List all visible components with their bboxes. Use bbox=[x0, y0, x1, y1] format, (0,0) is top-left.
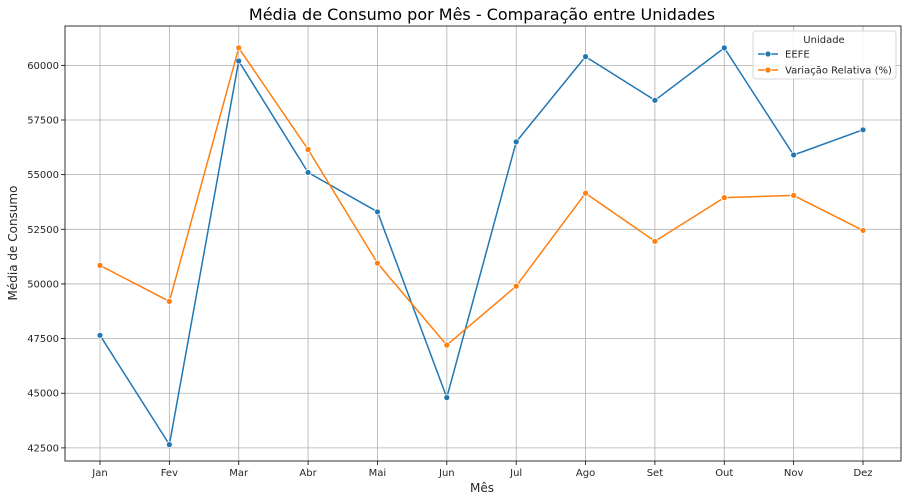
legend-box bbox=[752, 30, 897, 80]
data-point bbox=[165, 441, 173, 449]
series bbox=[96, 44, 867, 449]
legend-title: Unidade bbox=[803, 35, 844, 46]
y-tick-label: 60000 bbox=[27, 61, 59, 72]
data-point bbox=[443, 394, 451, 402]
series-1 bbox=[96, 44, 867, 449]
data-point bbox=[374, 208, 381, 216]
legend-entry: EEFE bbox=[758, 50, 810, 61]
x-axis-title: Mês bbox=[470, 481, 494, 495]
data-point bbox=[96, 261, 104, 269]
legend: Unidade EEFE Variação Relativa (%) bbox=[752, 30, 897, 80]
x-tick-label: Out bbox=[715, 468, 733, 479]
data-point bbox=[720, 194, 728, 201]
legend-label: Variação Relativa (%) bbox=[785, 66, 892, 77]
x-tick-label: Ago bbox=[576, 468, 595, 479]
x-tick-label: Mai bbox=[369, 468, 387, 479]
legend-label: EEFE bbox=[785, 50, 810, 61]
x-tick-label: Mar bbox=[229, 468, 249, 479]
data-point bbox=[790, 192, 798, 199]
data-point bbox=[582, 189, 589, 197]
data-point bbox=[304, 146, 312, 153]
data-point bbox=[859, 226, 867, 234]
y-tick-label: 42500 bbox=[27, 443, 59, 454]
data-point bbox=[374, 259, 381, 267]
data-point bbox=[651, 237, 659, 245]
series-line bbox=[99, 47, 864, 346]
y-axis: 42500 45000 47500 50000 52500 55000 57500 60000 bbox=[27, 61, 65, 454]
series-2 bbox=[96, 44, 867, 349]
data-point bbox=[235, 44, 243, 52]
x-tick-label: Set bbox=[647, 468, 664, 479]
data-point bbox=[512, 282, 520, 290]
x-tick-label: Nov bbox=[784, 468, 804, 479]
x-tick-label: Abr bbox=[299, 468, 317, 479]
data-point bbox=[96, 331, 104, 339]
x-axis: Jan Fev Mar Abr Mai Jun Jul Ago Set Out Nov Dez bbox=[91, 461, 873, 479]
data-point bbox=[165, 298, 173, 305]
x-tick-label: Dez bbox=[853, 468, 872, 479]
data-point bbox=[443, 341, 451, 349]
data-point bbox=[859, 126, 867, 134]
y-axis-title: Média de Consumo bbox=[6, 186, 20, 301]
data-point bbox=[582, 53, 589, 61]
plot-frame bbox=[64, 25, 902, 462]
x-tick-label: Jun bbox=[438, 468, 455, 479]
chart-title: Média de Consumo por Mês - Comparação en… bbox=[249, 5, 715, 24]
y-tick-label: 50000 bbox=[27, 279, 59, 290]
data-point bbox=[304, 169, 312, 176]
legend-swatch-marker bbox=[764, 66, 772, 74]
y-tick-label: 52500 bbox=[27, 225, 59, 236]
y-tick-label: 45000 bbox=[27, 389, 59, 400]
data-point bbox=[651, 96, 659, 104]
legend-entry: Variação Relativa (%) bbox=[758, 66, 892, 77]
legend-swatch-marker bbox=[764, 50, 772, 58]
data-point bbox=[235, 57, 243, 65]
data-point bbox=[790, 151, 798, 159]
x-tick-label: Jul bbox=[509, 468, 522, 479]
data-point bbox=[512, 138, 520, 146]
y-tick-label: 55000 bbox=[27, 170, 59, 181]
y-tick-label: 47500 bbox=[27, 334, 59, 345]
x-tick-label: Fev bbox=[161, 468, 178, 479]
data-point bbox=[720, 44, 728, 52]
series-line bbox=[99, 47, 864, 446]
y-tick-label: 57500 bbox=[27, 115, 59, 126]
x-tick-label: Jan bbox=[91, 468, 107, 479]
